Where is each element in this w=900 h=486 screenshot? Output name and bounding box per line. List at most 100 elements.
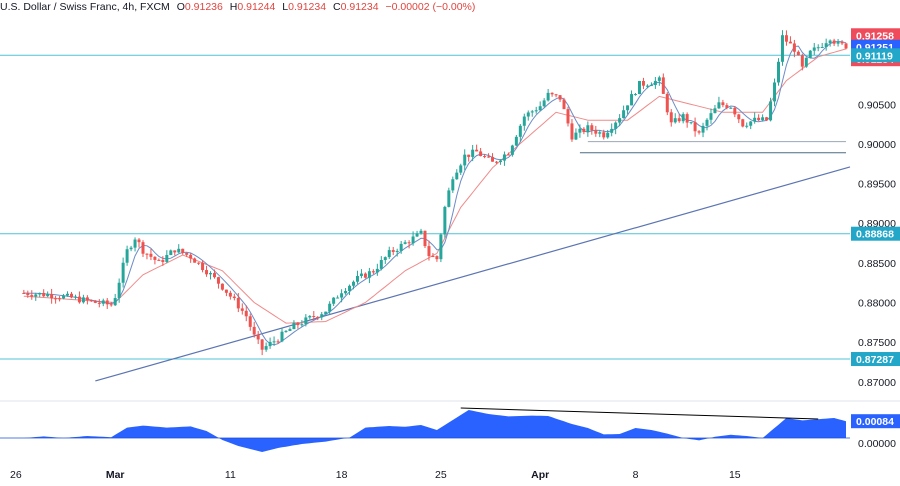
candle-body: [280, 331, 284, 342]
candle-body: [669, 112, 673, 123]
price-badge: [851, 352, 900, 367]
candle-body: [97, 302, 101, 304]
candle-body: [741, 119, 745, 127]
candle-body: [46, 294, 50, 297]
candle-body: [510, 145, 514, 155]
candle-body: [328, 303, 332, 312]
candle-body: [34, 294, 38, 297]
candle-body: [296, 323, 300, 326]
candle-body: [332, 297, 336, 304]
candle-body: [324, 311, 328, 315]
candle-body: [530, 111, 534, 113]
candle-body: [594, 130, 598, 134]
candle-body: [205, 270, 209, 275]
candle-body: [153, 256, 157, 260]
x-tick-label: Mar: [106, 469, 125, 481]
candle-body: [292, 323, 296, 330]
candle-body: [141, 242, 145, 254]
oscillator-value-label: 0.00084: [856, 416, 894, 428]
candle-body: [792, 43, 796, 52]
candle-body: [165, 254, 169, 262]
candle-body: [379, 260, 383, 269]
candle-body: [566, 109, 570, 124]
candle-body: [407, 242, 411, 244]
candle-body: [367, 271, 371, 278]
candle-body: [590, 125, 594, 131]
candle-body: [586, 125, 590, 133]
candle-body: [105, 300, 109, 305]
candle-body: [757, 117, 761, 121]
candle-body: [610, 128, 614, 133]
candle-body: [467, 154, 471, 157]
candle-body: [494, 161, 498, 163]
candle-body: [769, 101, 773, 121]
candle-body: [387, 250, 391, 258]
candle-body: [606, 132, 610, 138]
candle-body: [129, 247, 133, 250]
price-badge: [851, 28, 900, 43]
candle-body: [216, 277, 220, 284]
candle-body: [185, 253, 189, 255]
candle-body: [173, 250, 177, 253]
candle-body: [355, 275, 359, 282]
candle-body: [181, 248, 185, 254]
candle-body: [308, 316, 312, 318]
candle-body: [820, 47, 824, 49]
candle-body: [30, 295, 34, 297]
candle-body: [58, 298, 62, 300]
candle-body: [777, 61, 781, 83]
candle-body: [189, 254, 193, 259]
trendline: [95, 166, 851, 382]
candle-body: [316, 316, 320, 318]
candle-body: [526, 112, 530, 117]
candle-body: [89, 300, 93, 302]
candle-body: [749, 121, 753, 126]
oscillator-zero-tick-label: 0.00000: [858, 438, 896, 450]
candle-body: [506, 154, 510, 156]
candle-body: [236, 298, 240, 309]
candle-body: [574, 132, 578, 140]
candle-body: [193, 258, 197, 263]
candle-body: [840, 42, 844, 44]
candle-body: [149, 253, 153, 257]
candle-body: [320, 314, 324, 318]
candle-body: [415, 233, 419, 237]
candle-body: [340, 293, 344, 298]
candle-body: [832, 40, 836, 44]
candle-body: [423, 230, 427, 247]
candle-body: [713, 108, 717, 114]
open-label: O: [176, 1, 185, 13]
candle-body: [38, 292, 42, 295]
candle-body: [212, 273, 216, 278]
y-tick-label: 0.87500: [858, 337, 896, 349]
y-tick-label: 0.90000: [858, 139, 896, 151]
candle-body: [371, 271, 375, 273]
candle-body: [431, 256, 435, 258]
candle-body: [729, 107, 733, 109]
candle-body: [514, 136, 518, 146]
candle-body: [784, 35, 788, 42]
candle-body: [336, 297, 340, 299]
candle-body: [765, 117, 769, 121]
candle-body: [828, 40, 832, 44]
candle-body: [550, 92, 554, 95]
candle-body: [455, 172, 459, 180]
candle-body: [26, 293, 30, 296]
candle-body: [276, 341, 280, 343]
candle-body: [66, 293, 70, 296]
candle-body: [228, 292, 232, 297]
candle-body: [618, 118, 622, 123]
price-badge-label: 0.91119: [856, 50, 893, 62]
candle-body: [85, 297, 89, 301]
fast-moving-average-line: [23, 40, 847, 346]
candle-body: [117, 282, 121, 299]
candle-body: [737, 114, 741, 120]
candle-body: [518, 125, 522, 137]
candle-body: [304, 317, 308, 325]
candle-body: [622, 110, 626, 119]
candle-body: [145, 253, 149, 255]
candle-body: [804, 57, 808, 67]
candle-body: [745, 125, 749, 127]
